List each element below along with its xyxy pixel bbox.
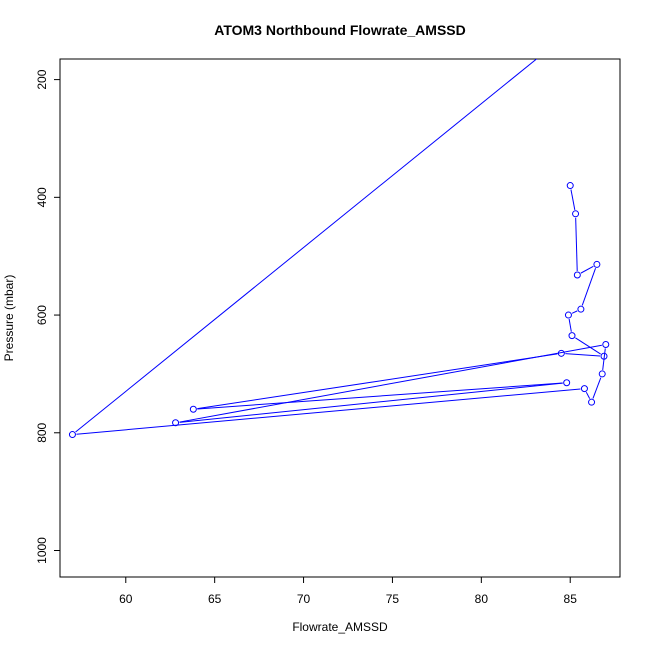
series-segment — [565, 353, 601, 357]
data-point — [563, 379, 571, 387]
series-segment — [197, 382, 563, 410]
series-segment — [575, 217, 578, 272]
data-point — [172, 419, 180, 427]
data-point — [189, 405, 197, 413]
x-tick-label: 65 — [208, 592, 222, 606]
data-point — [598, 370, 606, 378]
plot-frame — [59, 58, 621, 578]
data-point — [565, 14, 571, 20]
series-segment — [76, 388, 581, 435]
data-point — [593, 260, 601, 268]
data-point — [600, 352, 608, 360]
data-point — [577, 305, 585, 313]
chart-title: ATOM3 Northbound Flowrate_AMSSD — [214, 22, 465, 38]
x-tick-label: 85 — [564, 592, 578, 606]
y-tick-label: 800 — [35, 422, 49, 442]
series-segment — [568, 318, 572, 332]
data-point — [602, 340, 610, 348]
series-segment — [581, 268, 597, 306]
x-tick-label: 70 — [297, 592, 311, 606]
data-point — [566, 182, 574, 190]
data-point — [573, 271, 581, 279]
data-point — [568, 332, 576, 340]
y-tick-label: 200 — [35, 69, 49, 89]
x-tick-label: 80 — [475, 592, 489, 606]
data-point — [580, 385, 588, 393]
x-axis: 60 65 70 75 80 85 — [119, 577, 577, 606]
y-tick-label: 400 — [35, 187, 49, 207]
y-axis: 200 400 600 800 1000 — [35, 69, 60, 564]
data-point — [68, 431, 76, 439]
x-tick-label: 60 — [119, 592, 133, 606]
data-point — [564, 311, 572, 319]
y-tick-label: 1000 — [35, 537, 49, 564]
x-axis-label: Flowrate_AMSSD — [292, 620, 388, 634]
series-segment — [571, 310, 578, 314]
series-segment — [570, 189, 576, 210]
data-series — [68, 14, 610, 439]
series-segment — [179, 344, 602, 423]
data-point — [588, 398, 596, 406]
series-segment — [75, 59, 538, 433]
data-point — [572, 210, 580, 218]
x-tick-label: 75 — [386, 592, 400, 606]
series-segment — [592, 377, 602, 399]
series-segment — [585, 391, 591, 399]
series-segment — [197, 353, 558, 410]
data-point — [578, 20, 584, 26]
y-tick-label: 600 — [35, 305, 49, 325]
y-axis-label: Pressure (mbar) — [2, 275, 16, 362]
series-segment — [179, 382, 563, 423]
series-segment — [572, 18, 577, 21]
data-point — [557, 349, 565, 357]
series-segment — [575, 337, 601, 355]
series-segment — [580, 265, 594, 274]
